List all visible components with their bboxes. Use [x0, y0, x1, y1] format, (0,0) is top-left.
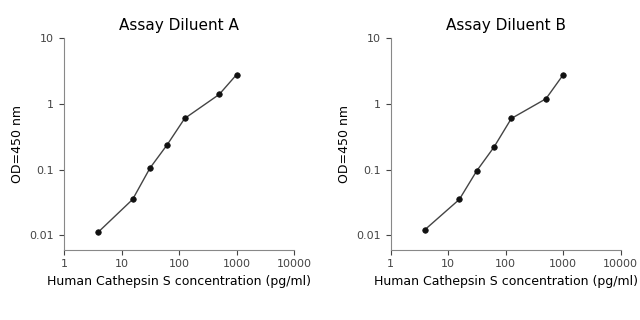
Y-axis label: OD=450 nm: OD=450 nm [11, 105, 24, 183]
X-axis label: Human Cathepsin S concentration (pg/ml): Human Cathepsin S concentration (pg/ml) [47, 275, 311, 288]
Title: Assay Diluent A: Assay Diluent A [119, 18, 239, 33]
X-axis label: Human Cathepsin S concentration (pg/ml): Human Cathepsin S concentration (pg/ml) [374, 275, 637, 288]
Title: Assay Diluent B: Assay Diluent B [445, 18, 566, 33]
Y-axis label: OD=450 nm: OD=450 nm [338, 105, 351, 183]
